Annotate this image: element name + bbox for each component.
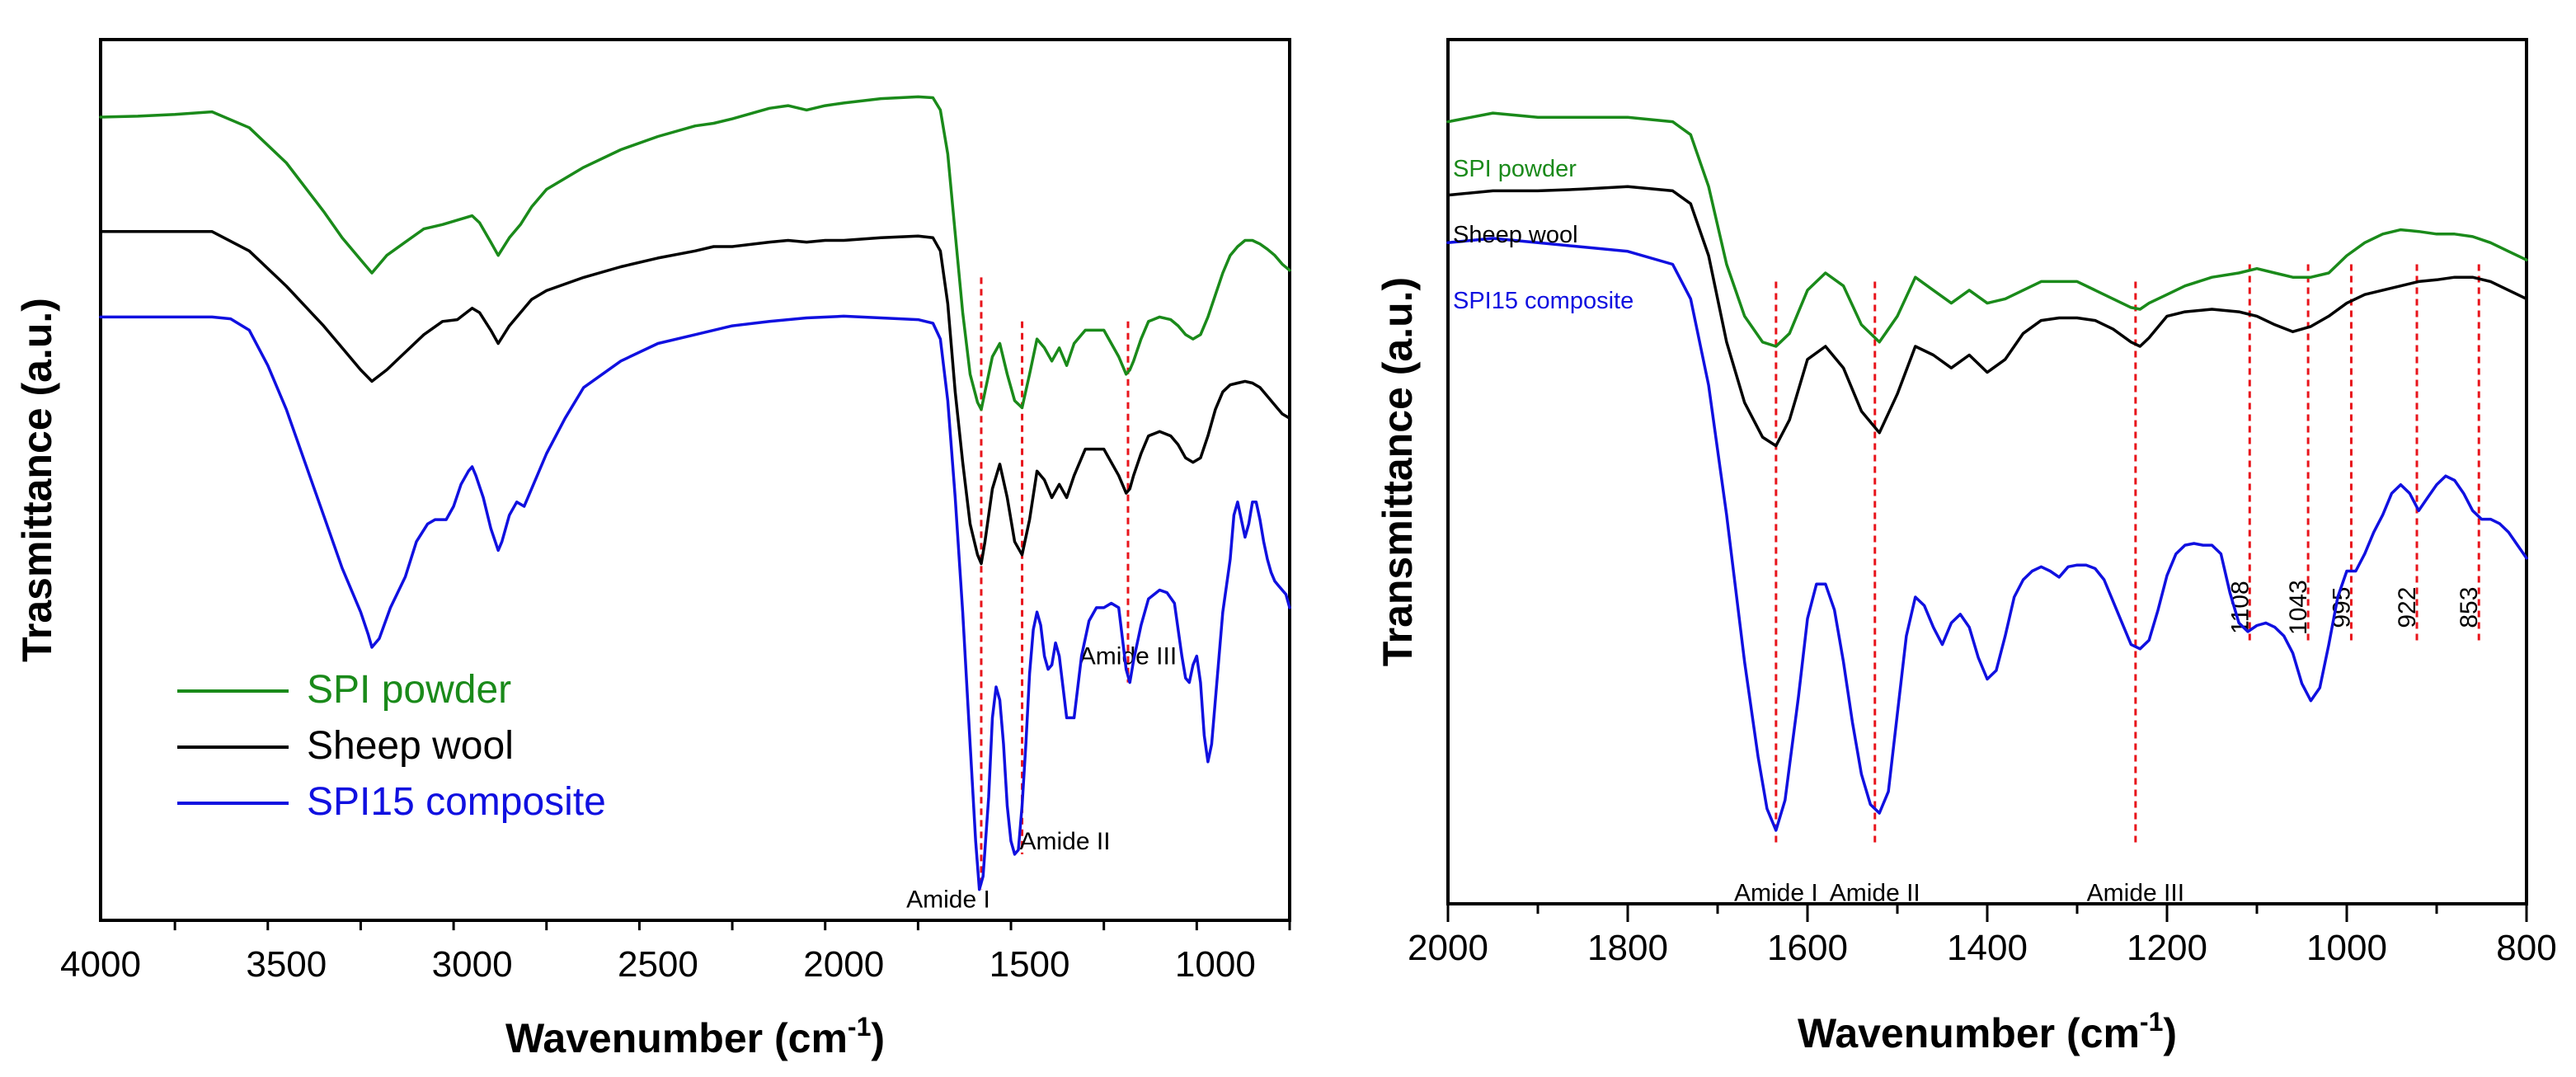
- peak-label-amide-i: Amide I: [1734, 880, 1818, 907]
- x-tick-label-2000: 2000: [803, 944, 884, 985]
- right-chart-panel: 2000 1800 1600 1400 1200 1000 800 Amide I Amide…: [1375, 38, 2557, 1056]
- peak-label-922: 922: [2394, 587, 2421, 628]
- series-line-sheep-wool: [99, 230, 1291, 566]
- peak-label-amide-ii: Amide II: [1020, 828, 1111, 855]
- right-x-axis-title: Wavenumber (cm-1): [1798, 1007, 2177, 1056]
- legend-label-spi15-composite: SPI15 composite: [307, 780, 606, 824]
- series-line-spi15-composite: [1446, 237, 2528, 832]
- peak-label-amide-i: Amide I: [906, 887, 990, 914]
- peak-label-amide-iii: Amide III: [2087, 880, 2184, 907]
- left-plot-frame: [99, 38, 1291, 922]
- legend-label-sheep-wool: Sheep wool: [307, 724, 514, 768]
- x-tick-label-800: 800: [2496, 928, 2556, 968]
- left-y-axis-title: Trasmittance (a.u.): [14, 298, 60, 662]
- x-tick-label-1500: 1500: [990, 944, 1070, 985]
- legend-label-spi-powder: SPI powder: [1453, 156, 1577, 182]
- x-tick-label-1200: 1200: [2127, 928, 2207, 968]
- left-chart-panel: 4000 3500 3000 2500 2000 1500 1000 Amide IAmid…: [14, 38, 1291, 1061]
- peak-label-amide-iii: Amide III: [1079, 643, 1177, 670]
- left-x-ticks: 4000 3500 3000 2500 2000 1500 1000: [60, 920, 1291, 985]
- left-peak-markers: Amide I Amide II Amide III: [906, 277, 1177, 914]
- legend-label-spi15-composite: SPI15 composite: [1453, 288, 1634, 314]
- x-tick-label-1000: 1000: [2306, 928, 2387, 968]
- series-line-spi-powder: [99, 95, 1291, 412]
- x-tick-label-2500: 2500: [618, 944, 698, 985]
- x-tick-label-4000: 4000: [60, 944, 141, 985]
- left-x-axis-title: Wavenumber (cm-1): [505, 1012, 885, 1061]
- x-tick-label-1000: 1000: [1175, 944, 1256, 985]
- x-tick-label-1800: 1800: [1587, 928, 1668, 968]
- series-line-spi15-composite: [99, 314, 1291, 891]
- left-legend: SPI powder Sheep wool SPI15 composite: [177, 668, 606, 824]
- x-tick-label-2000: 2000: [1408, 928, 1488, 968]
- peak-label-853: 853: [2456, 587, 2483, 628]
- right-y-axis-title: Transmittance (a.u.): [1375, 277, 1421, 666]
- x-tick-label-3500: 3500: [246, 944, 327, 985]
- legend-label-spi-powder: SPI powder: [307, 668, 511, 712]
- right-series-lines: [1446, 111, 2528, 832]
- x-tick-label-1600: 1600: [1767, 928, 1848, 968]
- right-legend: SPI powder Sheep wool SPI15 composite: [1453, 156, 1634, 314]
- series-line-spi-powder: [1446, 111, 2528, 348]
- legend-label-sheep-wool: Sheep wool: [1453, 222, 1578, 248]
- right-x-ticks: 2000 1800 1600 1400 1200 1000 800: [1408, 904, 2557, 968]
- peak-label-1043: 1043: [2285, 580, 2312, 635]
- x-tick-label-1400: 1400: [1947, 928, 2028, 968]
- peak-label-amide-ii: Amide II: [1830, 880, 1920, 907]
- right-plot-frame: [1446, 38, 2528, 905]
- left-series-lines: [99, 95, 1291, 891]
- series-line-sheep-wool: [1446, 185, 2528, 448]
- x-tick-label-3000: 3000: [432, 944, 513, 985]
